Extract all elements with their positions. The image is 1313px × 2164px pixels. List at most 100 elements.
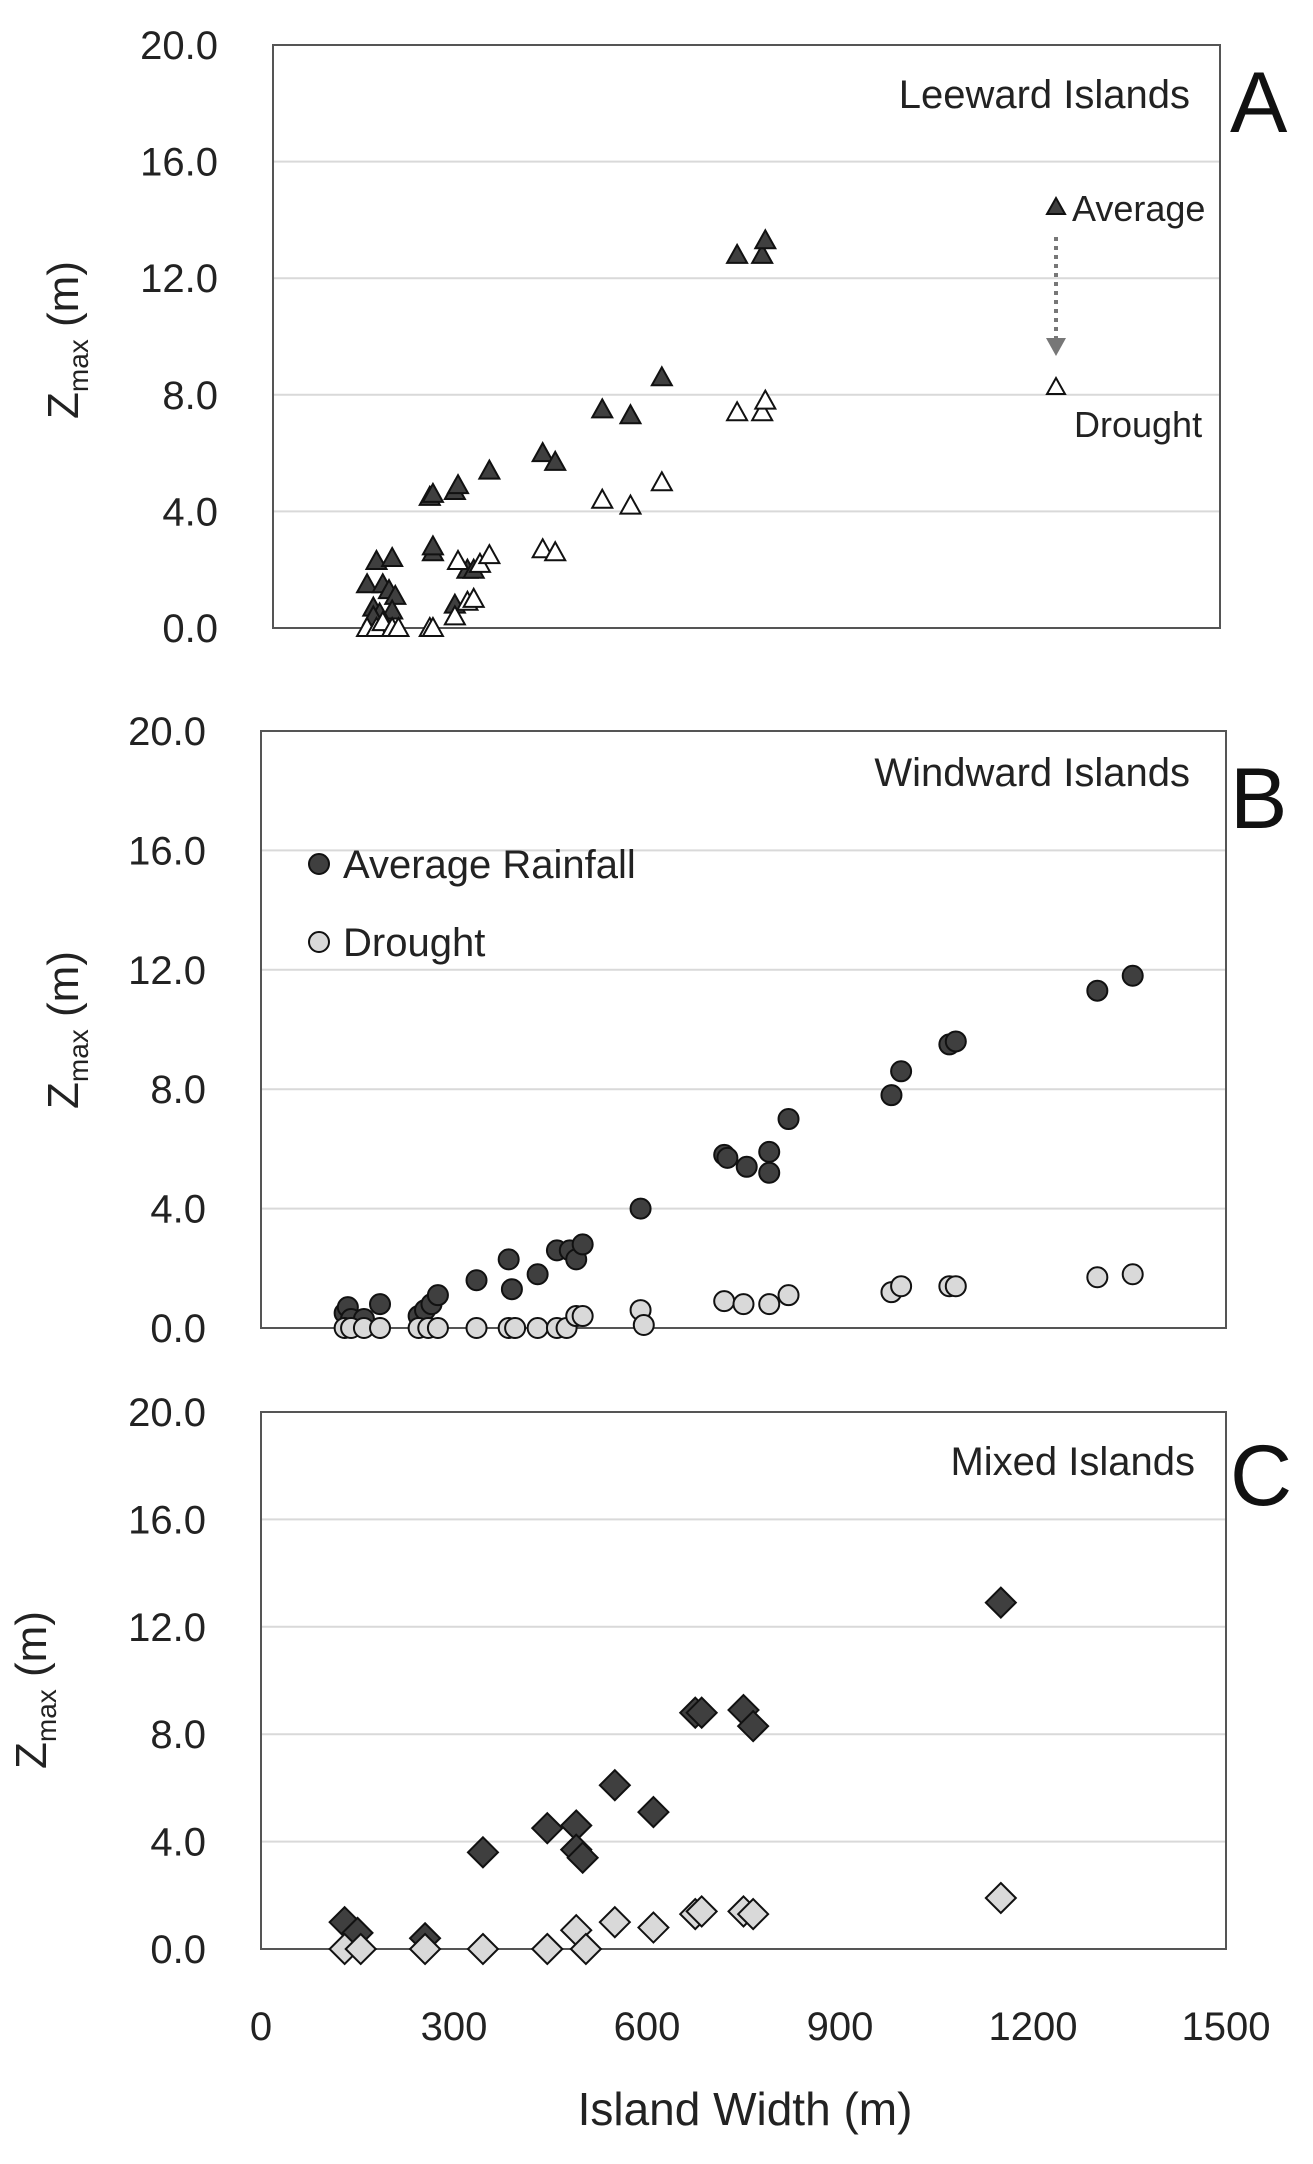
y-tick-label: 12.0 bbox=[128, 1606, 206, 1650]
panel-b-gridlines bbox=[261, 849, 1226, 1210]
average-point bbox=[446, 473, 470, 495]
panel-b-y-axis-label: Zmax (m) bbox=[39, 951, 94, 1109]
drought-point bbox=[526, 1317, 549, 1339]
average-point bbox=[735, 1155, 758, 1178]
panel-a-y-ticks: 0.0 4.0 8.0 12.0 16.0 20.0 bbox=[140, 24, 218, 651]
drought-point bbox=[713, 1290, 736, 1313]
panel-a-plot-frame bbox=[272, 44, 1221, 629]
x-tick-label: 0 bbox=[250, 2005, 272, 2049]
average-point bbox=[477, 458, 502, 480]
average-point bbox=[758, 1140, 781, 1163]
average-point bbox=[629, 1197, 652, 1220]
average-point bbox=[530, 441, 555, 463]
y-tick-label: 12.0 bbox=[128, 949, 206, 993]
average-point bbox=[355, 572, 379, 594]
drought-point bbox=[571, 1305, 594, 1328]
drought-point bbox=[530, 537, 555, 559]
drought-point bbox=[543, 540, 567, 562]
average-point bbox=[685, 1696, 719, 1730]
average-point bbox=[421, 481, 445, 503]
y-tick-label: 0.0 bbox=[150, 1928, 206, 1972]
panel-b-legend-average-label: Average Rainfall bbox=[343, 843, 636, 887]
average-point bbox=[369, 1293, 392, 1316]
drought-point bbox=[632, 1314, 655, 1337]
y-tick-label: 8.0 bbox=[150, 1713, 206, 1757]
drought-point bbox=[408, 1932, 442, 1966]
average-point bbox=[1121, 964, 1144, 987]
drought-point bbox=[750, 400, 774, 422]
drought-point bbox=[984, 1881, 1018, 1915]
panel-b-points bbox=[333, 964, 1144, 1339]
drought-point bbox=[461, 586, 486, 608]
drought-point bbox=[758, 1293, 781, 1316]
panel-b-legend-drought-label: Drought bbox=[343, 921, 485, 965]
panel-a-legend-average-marker bbox=[1045, 195, 1067, 215]
panel-c-gridlines bbox=[261, 1518, 1226, 1843]
drought-point bbox=[650, 470, 674, 492]
panel-c-plot-frame bbox=[260, 1411, 1227, 1950]
drought-point bbox=[753, 388, 778, 410]
x-axis-ticks: 0 300 600 900 1200 1500 bbox=[250, 2005, 1271, 2049]
x-tick-label: 300 bbox=[421, 2005, 488, 2049]
panel-a-letter: A bbox=[1230, 55, 1288, 151]
average-point bbox=[716, 1146, 739, 1169]
average-point bbox=[598, 1768, 632, 1802]
drought-point bbox=[569, 1932, 603, 1966]
drought-point bbox=[504, 1317, 527, 1339]
average-point bbox=[753, 228, 778, 250]
drought-point bbox=[426, 1317, 449, 1339]
drought-point bbox=[777, 1284, 800, 1307]
drought-point bbox=[446, 548, 470, 570]
drought-point bbox=[386, 615, 411, 637]
panel-c-y-label-unit: (m) bbox=[7, 1611, 56, 1689]
y-tick-label: 8.0 bbox=[162, 374, 218, 418]
average-point bbox=[465, 1269, 488, 1292]
average-point bbox=[750, 242, 774, 264]
x-tick-label: 1200 bbox=[989, 2005, 1078, 2049]
y-tick-label: 4.0 bbox=[150, 1188, 206, 1232]
drought-point bbox=[421, 615, 445, 637]
x-tick-label: 900 bbox=[807, 2005, 874, 2049]
drought-point bbox=[637, 1911, 670, 1944]
panel-c-letter: C bbox=[1230, 1428, 1292, 1524]
y-tick-label: 20.0 bbox=[128, 1391, 206, 1435]
y-tick-label: 0.0 bbox=[162, 607, 218, 651]
panel-b: 0.0 4.0 8.0 12.0 16.0 20.0 Windward Islands B… bbox=[39, 710, 1287, 1351]
y-tick-label: 16.0 bbox=[140, 141, 218, 185]
x-axis-title: Island Width (m) bbox=[578, 2083, 913, 2135]
drought-point bbox=[465, 1317, 488, 1339]
average-point bbox=[421, 534, 445, 556]
average-point bbox=[383, 583, 407, 605]
drought-point bbox=[344, 1932, 378, 1966]
average-point bbox=[590, 397, 614, 419]
average-point bbox=[1086, 979, 1109, 1002]
drought-point bbox=[369, 1317, 392, 1339]
drought-point bbox=[685, 1894, 719, 1928]
y-tick-label: 20.0 bbox=[140, 24, 218, 68]
panel-a-title: Leeward Islands bbox=[899, 73, 1190, 117]
y-tick-label: 0.0 bbox=[150, 1307, 206, 1351]
panel-a-y-label-unit: (m) bbox=[39, 261, 88, 339]
y-tick-label: 8.0 bbox=[150, 1068, 206, 1112]
average-point bbox=[725, 242, 749, 264]
drought-point bbox=[1121, 1263, 1144, 1286]
panel-a-y-label-sub: max bbox=[63, 339, 94, 392]
panel-a-legend-drought-label: Drought bbox=[1074, 404, 1202, 445]
y-tick-label: 4.0 bbox=[162, 490, 218, 534]
panel-c-y-axis-label: Zmax (m) bbox=[7, 1611, 62, 1769]
panel-a-legend-arrow-head bbox=[1046, 338, 1066, 356]
drought-point bbox=[736, 1897, 770, 1931]
y-tick-label: 16.0 bbox=[128, 1498, 206, 1542]
y-tick-label: 12.0 bbox=[140, 257, 218, 301]
panel-a-points bbox=[355, 228, 778, 637]
panel-c-y-label-main: Z bbox=[7, 1742, 56, 1769]
average-point bbox=[650, 365, 674, 387]
drought-point bbox=[530, 1932, 564, 1966]
average-point bbox=[426, 1284, 449, 1307]
panel-a-legend: Average Drought bbox=[1045, 188, 1205, 445]
average-point bbox=[543, 449, 567, 471]
panel-c-y-ticks: 0.0 4.0 8.0 12.0 16.0 20.0 bbox=[128, 1391, 206, 1972]
drought-point bbox=[477, 543, 502, 565]
drought-point bbox=[598, 1905, 632, 1939]
average-point bbox=[758, 1161, 781, 1184]
